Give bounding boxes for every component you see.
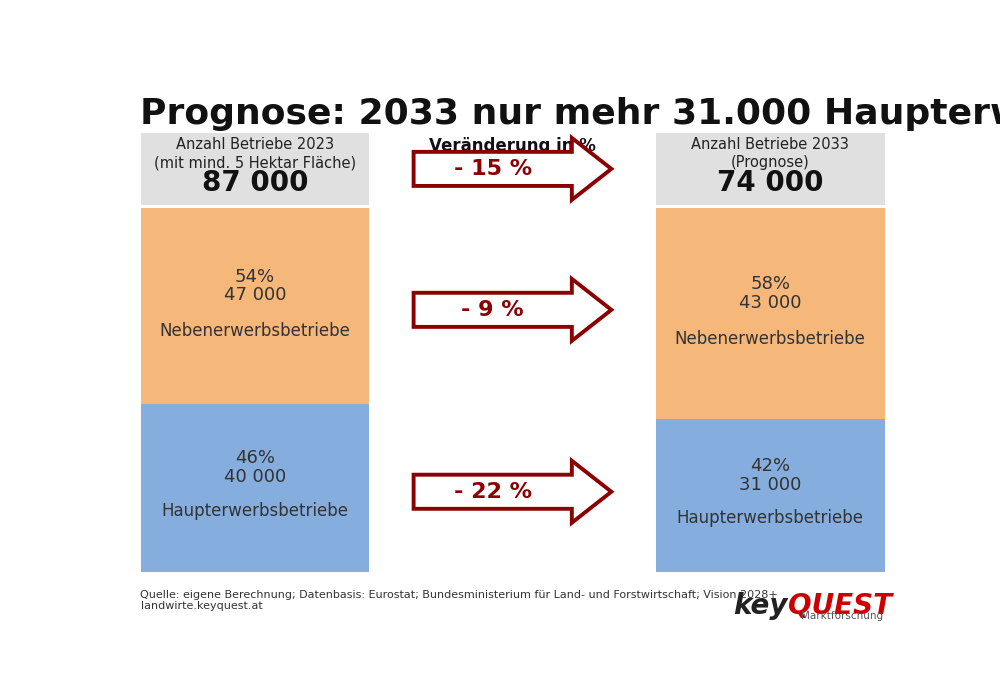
Polygon shape <box>414 461 611 523</box>
Bar <box>656 419 885 572</box>
Text: 47 000: 47 000 <box>224 286 286 304</box>
Text: 46%: 46% <box>235 449 275 468</box>
Text: Anzahl Betriebe 2033: Anzahl Betriebe 2033 <box>691 136 849 152</box>
Text: 31 000: 31 000 <box>739 475 801 493</box>
Text: Marktforschung: Marktforschung <box>801 611 883 621</box>
Text: Nebenerwerbsbetriebe: Nebenerwerbsbetriebe <box>159 323 350 340</box>
Text: 58%: 58% <box>750 275 790 293</box>
Text: Quelle: eigene Berechnung; Datenbasis: Eurostat; Bundesministerium für Land- und: Quelle: eigene Berechnung; Datenbasis: E… <box>140 589 778 611</box>
Text: key: key <box>733 592 788 620</box>
Bar <box>140 208 369 405</box>
Text: Haupterwerbsbetriebe: Haupterwerbsbetriebe <box>161 502 348 519</box>
Text: 40 000: 40 000 <box>224 468 286 486</box>
Text: - 22 %: - 22 % <box>454 482 532 502</box>
Polygon shape <box>414 279 611 341</box>
Text: 74 000: 74 000 <box>717 169 823 197</box>
Text: - 9 %: - 9 % <box>461 300 524 320</box>
Text: Nebenerwerbsbetriebe: Nebenerwerbsbetriebe <box>675 330 866 348</box>
Bar <box>140 405 369 572</box>
Text: Veränderung in %: Veränderung in % <box>429 136 596 155</box>
Bar <box>140 132 369 205</box>
Bar <box>656 132 885 205</box>
Text: Haupterwerbsbetriebe: Haupterwerbsbetriebe <box>677 509 864 527</box>
Text: 54%: 54% <box>235 267 275 286</box>
Text: 42%: 42% <box>750 456 790 475</box>
Text: Anzahl Betriebe 2023: Anzahl Betriebe 2023 <box>176 136 334 152</box>
Text: (Prognose): (Prognose) <box>731 155 810 170</box>
Text: 87 000: 87 000 <box>202 169 308 197</box>
Polygon shape <box>414 138 611 200</box>
Text: Prognose: 2033 nur mehr 31.000 Haupterwerbsbetriebe!: Prognose: 2033 nur mehr 31.000 Haupterwe… <box>140 97 1000 132</box>
Text: QUEST: QUEST <box>788 592 892 620</box>
Bar <box>656 208 885 419</box>
Text: - 15 %: - 15 % <box>454 159 532 179</box>
Text: (mit mind. 5 Hektar Fläche): (mit mind. 5 Hektar Fläche) <box>154 155 356 170</box>
Text: 43 000: 43 000 <box>739 294 801 312</box>
